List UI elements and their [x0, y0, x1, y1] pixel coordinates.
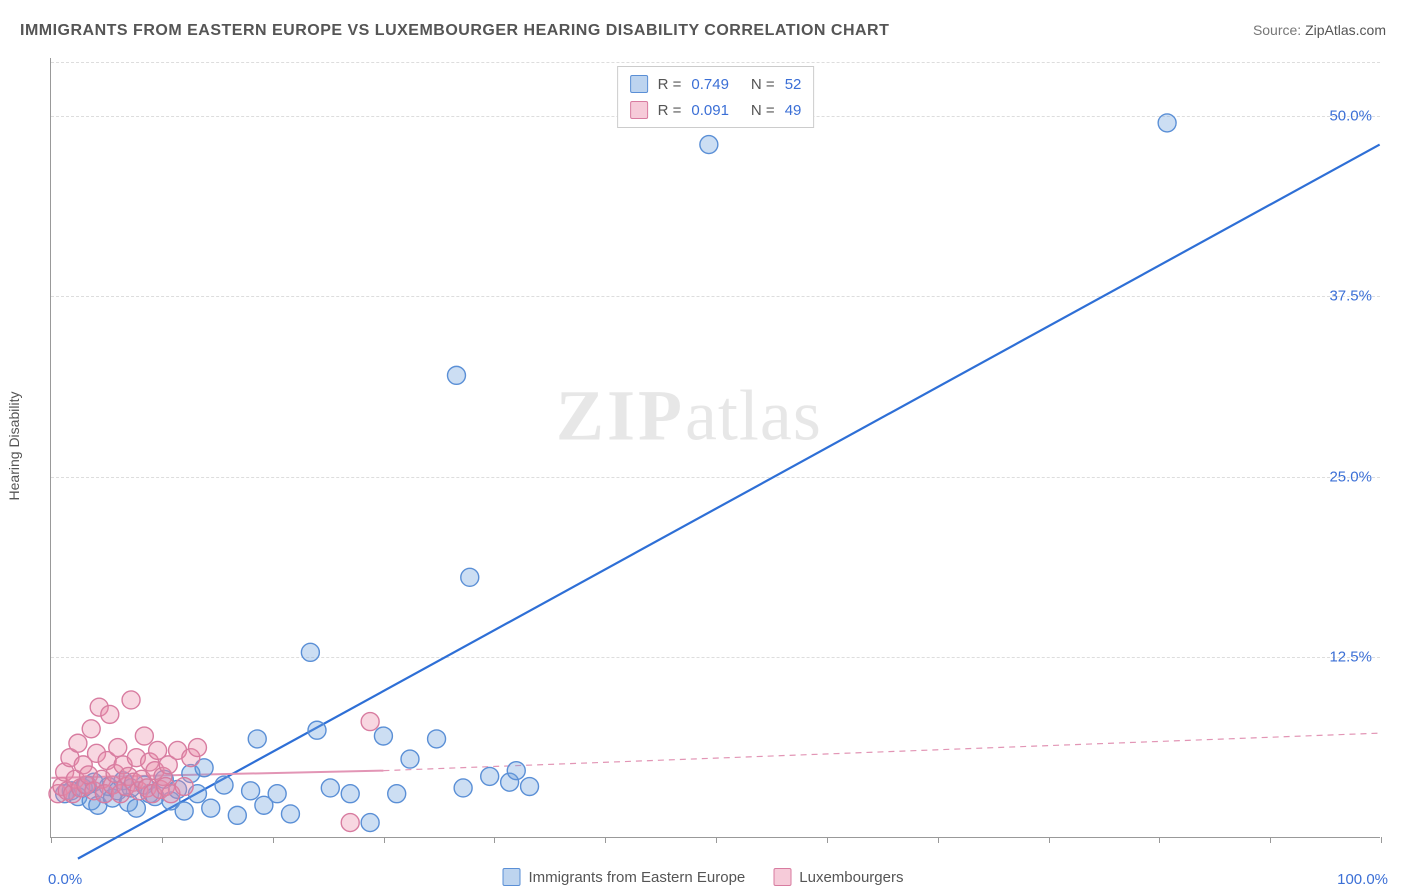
x-tick — [938, 837, 939, 843]
scatter-point-pink — [175, 778, 193, 796]
scatter-point-pink — [361, 713, 379, 731]
scatter-point-blue — [281, 805, 299, 823]
x-tick — [1381, 837, 1382, 843]
scatter-point-blue — [127, 799, 145, 817]
scatter-point-pink — [188, 739, 206, 757]
x-origin-label: 0.0% — [48, 871, 82, 888]
x-tick — [162, 837, 163, 843]
scatter-point-pink — [135, 727, 153, 745]
scatter-point-pink — [101, 705, 119, 723]
scatter-point-blue — [401, 750, 419, 768]
scatter-point-pink — [341, 814, 359, 832]
scatter-point-blue — [268, 785, 286, 803]
y-axis-title: Hearing Disability — [6, 392, 22, 501]
scatter-point-blue — [321, 779, 339, 797]
correlation-legend: R = 0.749 N = 52 R = 0.091 N = 49 — [617, 66, 815, 128]
legend-r-label: R = — [658, 102, 682, 119]
scatter-point-blue — [215, 776, 233, 794]
legend-item-blue: Immigrants from Eastern Europe — [503, 868, 746, 886]
x-tick — [716, 837, 717, 843]
legend-swatch-blue — [630, 75, 648, 93]
scatter-point-pink — [122, 691, 140, 709]
legend-label-pink: Luxembourgers — [799, 869, 903, 886]
scatter-point-blue — [481, 767, 499, 785]
scatter-point-blue — [388, 785, 406, 803]
chart-title: IMMIGRANTS FROM EASTERN EUROPE VS LUXEMB… — [20, 22, 889, 40]
scatter-point-blue — [175, 802, 193, 820]
plot-area: ZIPatlas 12.5%25.0%37.5%50.0% R = 0.749 … — [50, 58, 1380, 838]
scatter-point-pink — [69, 734, 87, 752]
scatter-point-blue — [507, 762, 525, 780]
legend-n-value-pink: 49 — [785, 102, 802, 119]
scatter-point-pink — [82, 720, 100, 738]
x-tick — [1159, 837, 1160, 843]
legend-swatch-blue-icon — [503, 868, 521, 886]
scatter-point-pink — [109, 739, 127, 757]
legend-row-pink: R = 0.091 N = 49 — [630, 97, 802, 123]
scatter-point-blue — [428, 730, 446, 748]
legend-n-label: N = — [751, 76, 775, 93]
scatter-point-blue — [361, 814, 379, 832]
scatter-point-blue — [374, 727, 392, 745]
legend-row-blue: R = 0.749 N = 52 — [630, 71, 802, 97]
scatter-point-blue — [454, 779, 472, 797]
x-tick — [605, 837, 606, 843]
legend-swatch-pink-icon — [773, 868, 791, 886]
legend-n-label: N = — [751, 102, 775, 119]
scatter-point-blue — [1158, 114, 1176, 132]
legend-n-value-blue: 52 — [785, 76, 802, 93]
source-attribution: Source: ZipAtlas.com — [1253, 22, 1386, 38]
scatter-point-blue — [248, 730, 266, 748]
scatter-point-blue — [308, 721, 326, 739]
scatter-point-blue — [447, 366, 465, 384]
source-label: Source: — [1253, 22, 1301, 38]
scatter-point-blue — [461, 568, 479, 586]
scatter-point-blue — [521, 778, 539, 796]
scatter-points-layer — [51, 58, 1380, 837]
scatter-point-blue — [242, 782, 260, 800]
x-tick — [1270, 837, 1271, 843]
scatter-point-blue — [301, 643, 319, 661]
x-tick — [1049, 837, 1050, 843]
x-tick — [827, 837, 828, 843]
x-max-label: 100.0% — [1337, 871, 1388, 888]
legend-r-value-pink: 0.091 — [691, 102, 729, 119]
legend-label-blue: Immigrants from Eastern Europe — [529, 869, 746, 886]
scatter-point-blue — [341, 785, 359, 803]
x-tick — [384, 837, 385, 843]
legend-swatch-pink — [630, 101, 648, 119]
x-tick — [51, 837, 52, 843]
legend-r-label: R = — [658, 76, 682, 93]
scatter-point-blue — [228, 806, 246, 824]
source-value: ZipAtlas.com — [1305, 22, 1386, 38]
legend-r-value-blue: 0.749 — [691, 76, 729, 93]
scatter-point-blue — [202, 799, 220, 817]
x-tick — [494, 837, 495, 843]
scatter-point-blue — [700, 136, 718, 154]
legend-item-pink: Luxembourgers — [773, 868, 903, 886]
x-tick — [273, 837, 274, 843]
series-legend: Immigrants from Eastern Europe Luxembour… — [503, 868, 904, 886]
